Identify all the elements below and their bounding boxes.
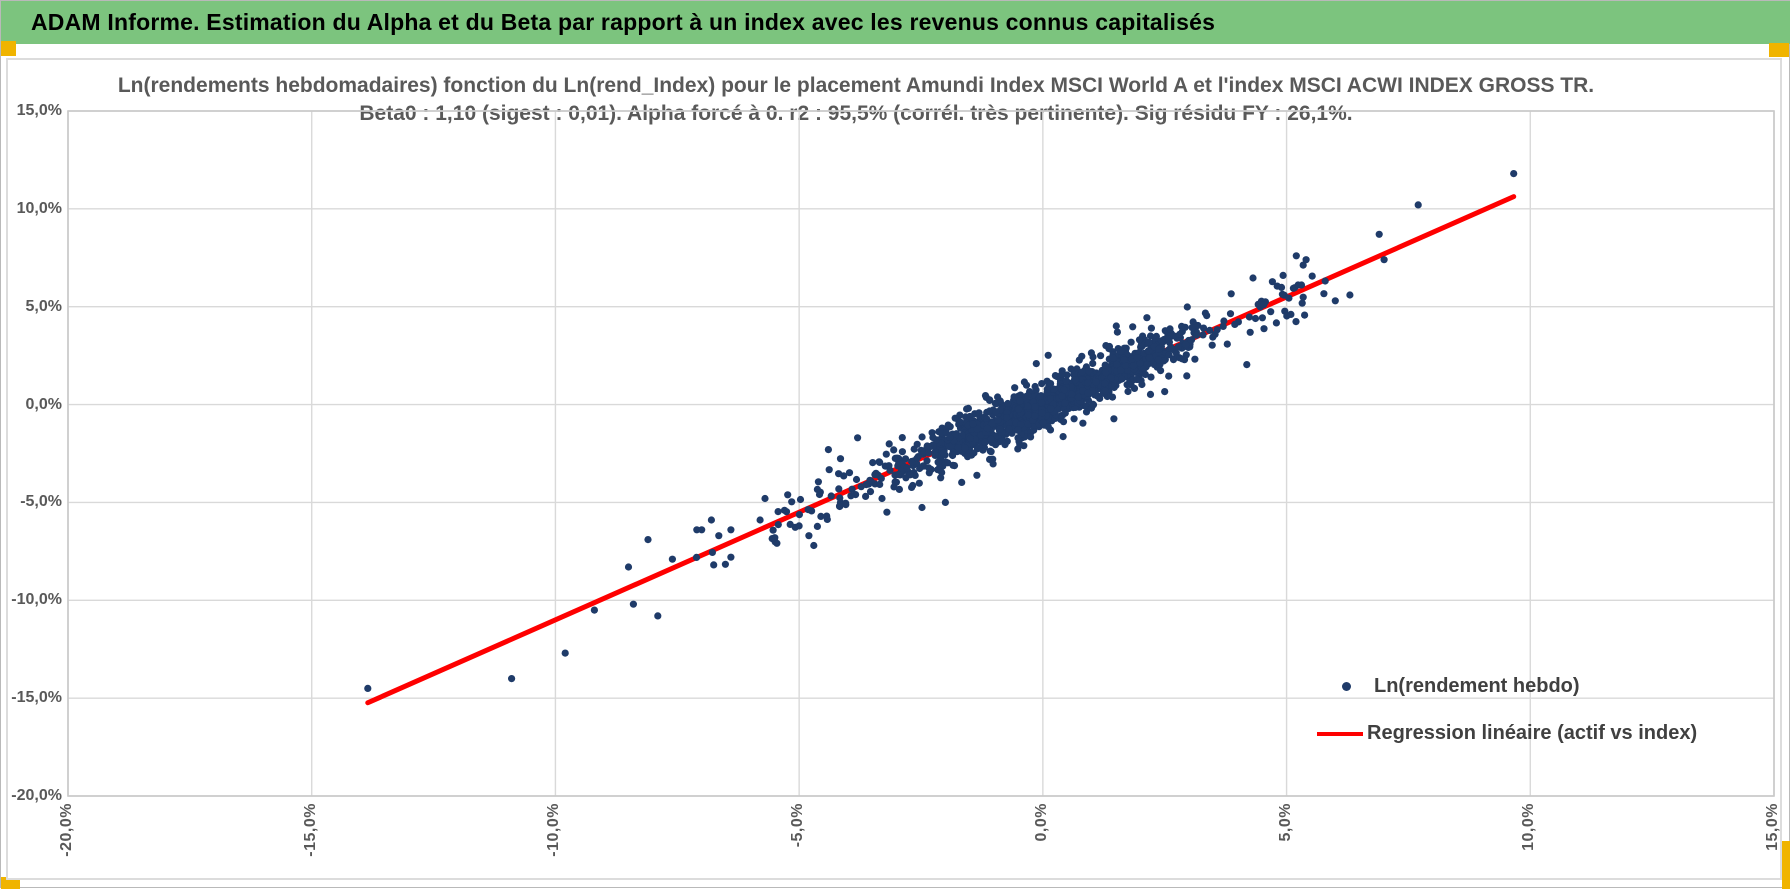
plot-area-border [67, 110, 1775, 797]
header-bar: ADAM Informe. Estimation du Alpha et du … [1, 1, 1790, 44]
legend-item-scatter[interactable]: Ln(rendement hebdo) [1317, 663, 1697, 710]
y-tick-label: 15,0% [16, 102, 62, 119]
y-tick-label: -20,0% [11, 787, 62, 804]
x-tick-label: 5,0% [1276, 803, 1294, 842]
regression-line-marker-icon [1317, 731, 1363, 736]
scatter-points[interactable] [364, 170, 1518, 693]
page-title: ADAM Informe. Estimation du Alpha et du … [31, 9, 1216, 35]
scatter-marker-icon [1342, 682, 1351, 691]
x-tick-label: -15,0% [301, 803, 319, 857]
x-tick-label: 10,0% [1520, 803, 1538, 851]
legend-label-regression: Regression linéaire (actif vs index) [1367, 722, 1698, 744]
corner-accent-top-right [1769, 43, 1789, 57]
y-tick-label: -5,0% [20, 493, 62, 511]
x-tick-label: -5,0% [789, 803, 807, 848]
x-tick-label: -20,0% [58, 803, 75, 857]
chart-title: Ln(rendements hebdomadaires) fonction du… [1, 72, 1711, 128]
chart-legend: Ln(rendement hebdo) Regression linéaire … [1317, 663, 1697, 757]
x-tick-label: 15,0% [1764, 803, 1781, 851]
chart-title-line2: Beta0 : 1,10 (sigest : 0,01). Alpha forc… [359, 102, 1353, 125]
legend-item-regression[interactable]: Regression linéaire (actif vs index) [1317, 710, 1697, 757]
y-tick-label: 5,0% [25, 297, 62, 315]
y-tick-label: 10,0% [16, 199, 62, 217]
y-tick-label: 0,0% [25, 395, 62, 413]
legend-label-scatter: Ln(rendement hebdo) [1374, 675, 1580, 697]
x-tick-label: -10,0% [545, 803, 563, 857]
y-tick-label: -15,0% [11, 689, 62, 707]
corner-accent-top-left [1, 41, 16, 56]
chart-title-line1: Ln(rendements hebdomadaires) fonction du… [117, 74, 1595, 97]
corner-accent-bottom-right [1782, 841, 1790, 889]
x-tick-label: 0,0% [1032, 803, 1050, 842]
corner-accent-bottom-left [1, 877, 20, 889]
y-tick-label: -10,0% [11, 591, 62, 609]
